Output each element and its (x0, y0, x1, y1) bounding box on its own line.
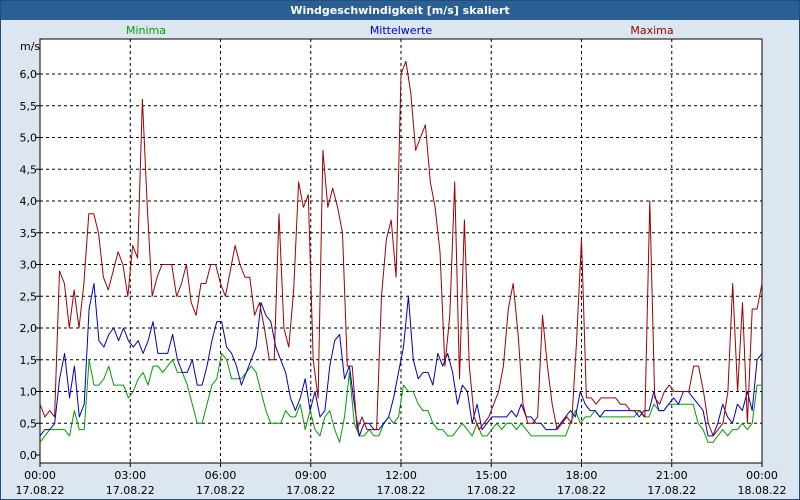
x-tick-time: 15:00 (475, 469, 507, 482)
x-tick-time: 00:00 (24, 469, 56, 482)
x-tick-time: 03:00 (114, 469, 146, 482)
series-line-mittelwerte (39, 283, 763, 437)
y-tick-label: 3,0 (20, 259, 38, 272)
x-tick-time: 06:00 (205, 469, 237, 482)
x-tick-date: 17.08.22 (286, 484, 335, 497)
series-group (39, 60, 763, 443)
y-tick-label: 4,0 (20, 195, 38, 208)
x-tick-time: 21:00 (656, 469, 688, 482)
y-tick-label: 4,5 (20, 163, 38, 176)
y-axis-label: m/s (20, 40, 40, 53)
y-tick-label: 6,0 (20, 68, 38, 81)
x-tick-date: 17.08.22 (377, 484, 426, 497)
x-tick-date: 17.08.22 (106, 484, 155, 497)
chart-title: Windgeschwindigkeit [m/s] skaliert (1, 1, 799, 20)
x-tick-date: 17.08.22 (557, 484, 606, 497)
x-tick-time: 09:00 (295, 469, 327, 482)
y-tick-label: 0,5 (20, 417, 38, 430)
y-tick-label: 1,0 (20, 386, 38, 399)
axes: 0,0 0,5 1,0 1,5 2,0 2,5 3,0 3,5 4,0 4,5 5,0 5,5 6,0 0… (16, 68, 787, 497)
y-tick-label: 1,5 (20, 354, 38, 367)
x-tick-time: 12:00 (385, 469, 417, 482)
series-line-maxima (39, 60, 763, 437)
x-tick-time: 18:00 (566, 469, 598, 482)
legend-maxima: Maxima (630, 24, 673, 37)
x-tick-date: 17.08.22 (196, 484, 245, 497)
y-tick-label: 5,0 (20, 132, 38, 145)
x-tick-date: 17.08.22 (467, 484, 516, 497)
x-tick-date: 17.08.22 (16, 484, 65, 497)
y-tick-label: 2,5 (20, 290, 38, 303)
y-tick-label: 0,0 (20, 449, 38, 462)
y-tick-label: 2,0 (20, 322, 38, 335)
y-tick-label: 5,5 (20, 100, 38, 113)
x-tick-date: 18.08.22 (738, 484, 787, 497)
x-tick-date: 17.08.22 (647, 484, 696, 497)
legend-mittelwerte: Mittelwerte (370, 24, 433, 37)
y-tick-label: 3,5 (20, 227, 38, 240)
grid (40, 39, 762, 463)
x-tick-time: 00:00 (746, 469, 778, 482)
legend-minima: Minima (126, 24, 166, 37)
